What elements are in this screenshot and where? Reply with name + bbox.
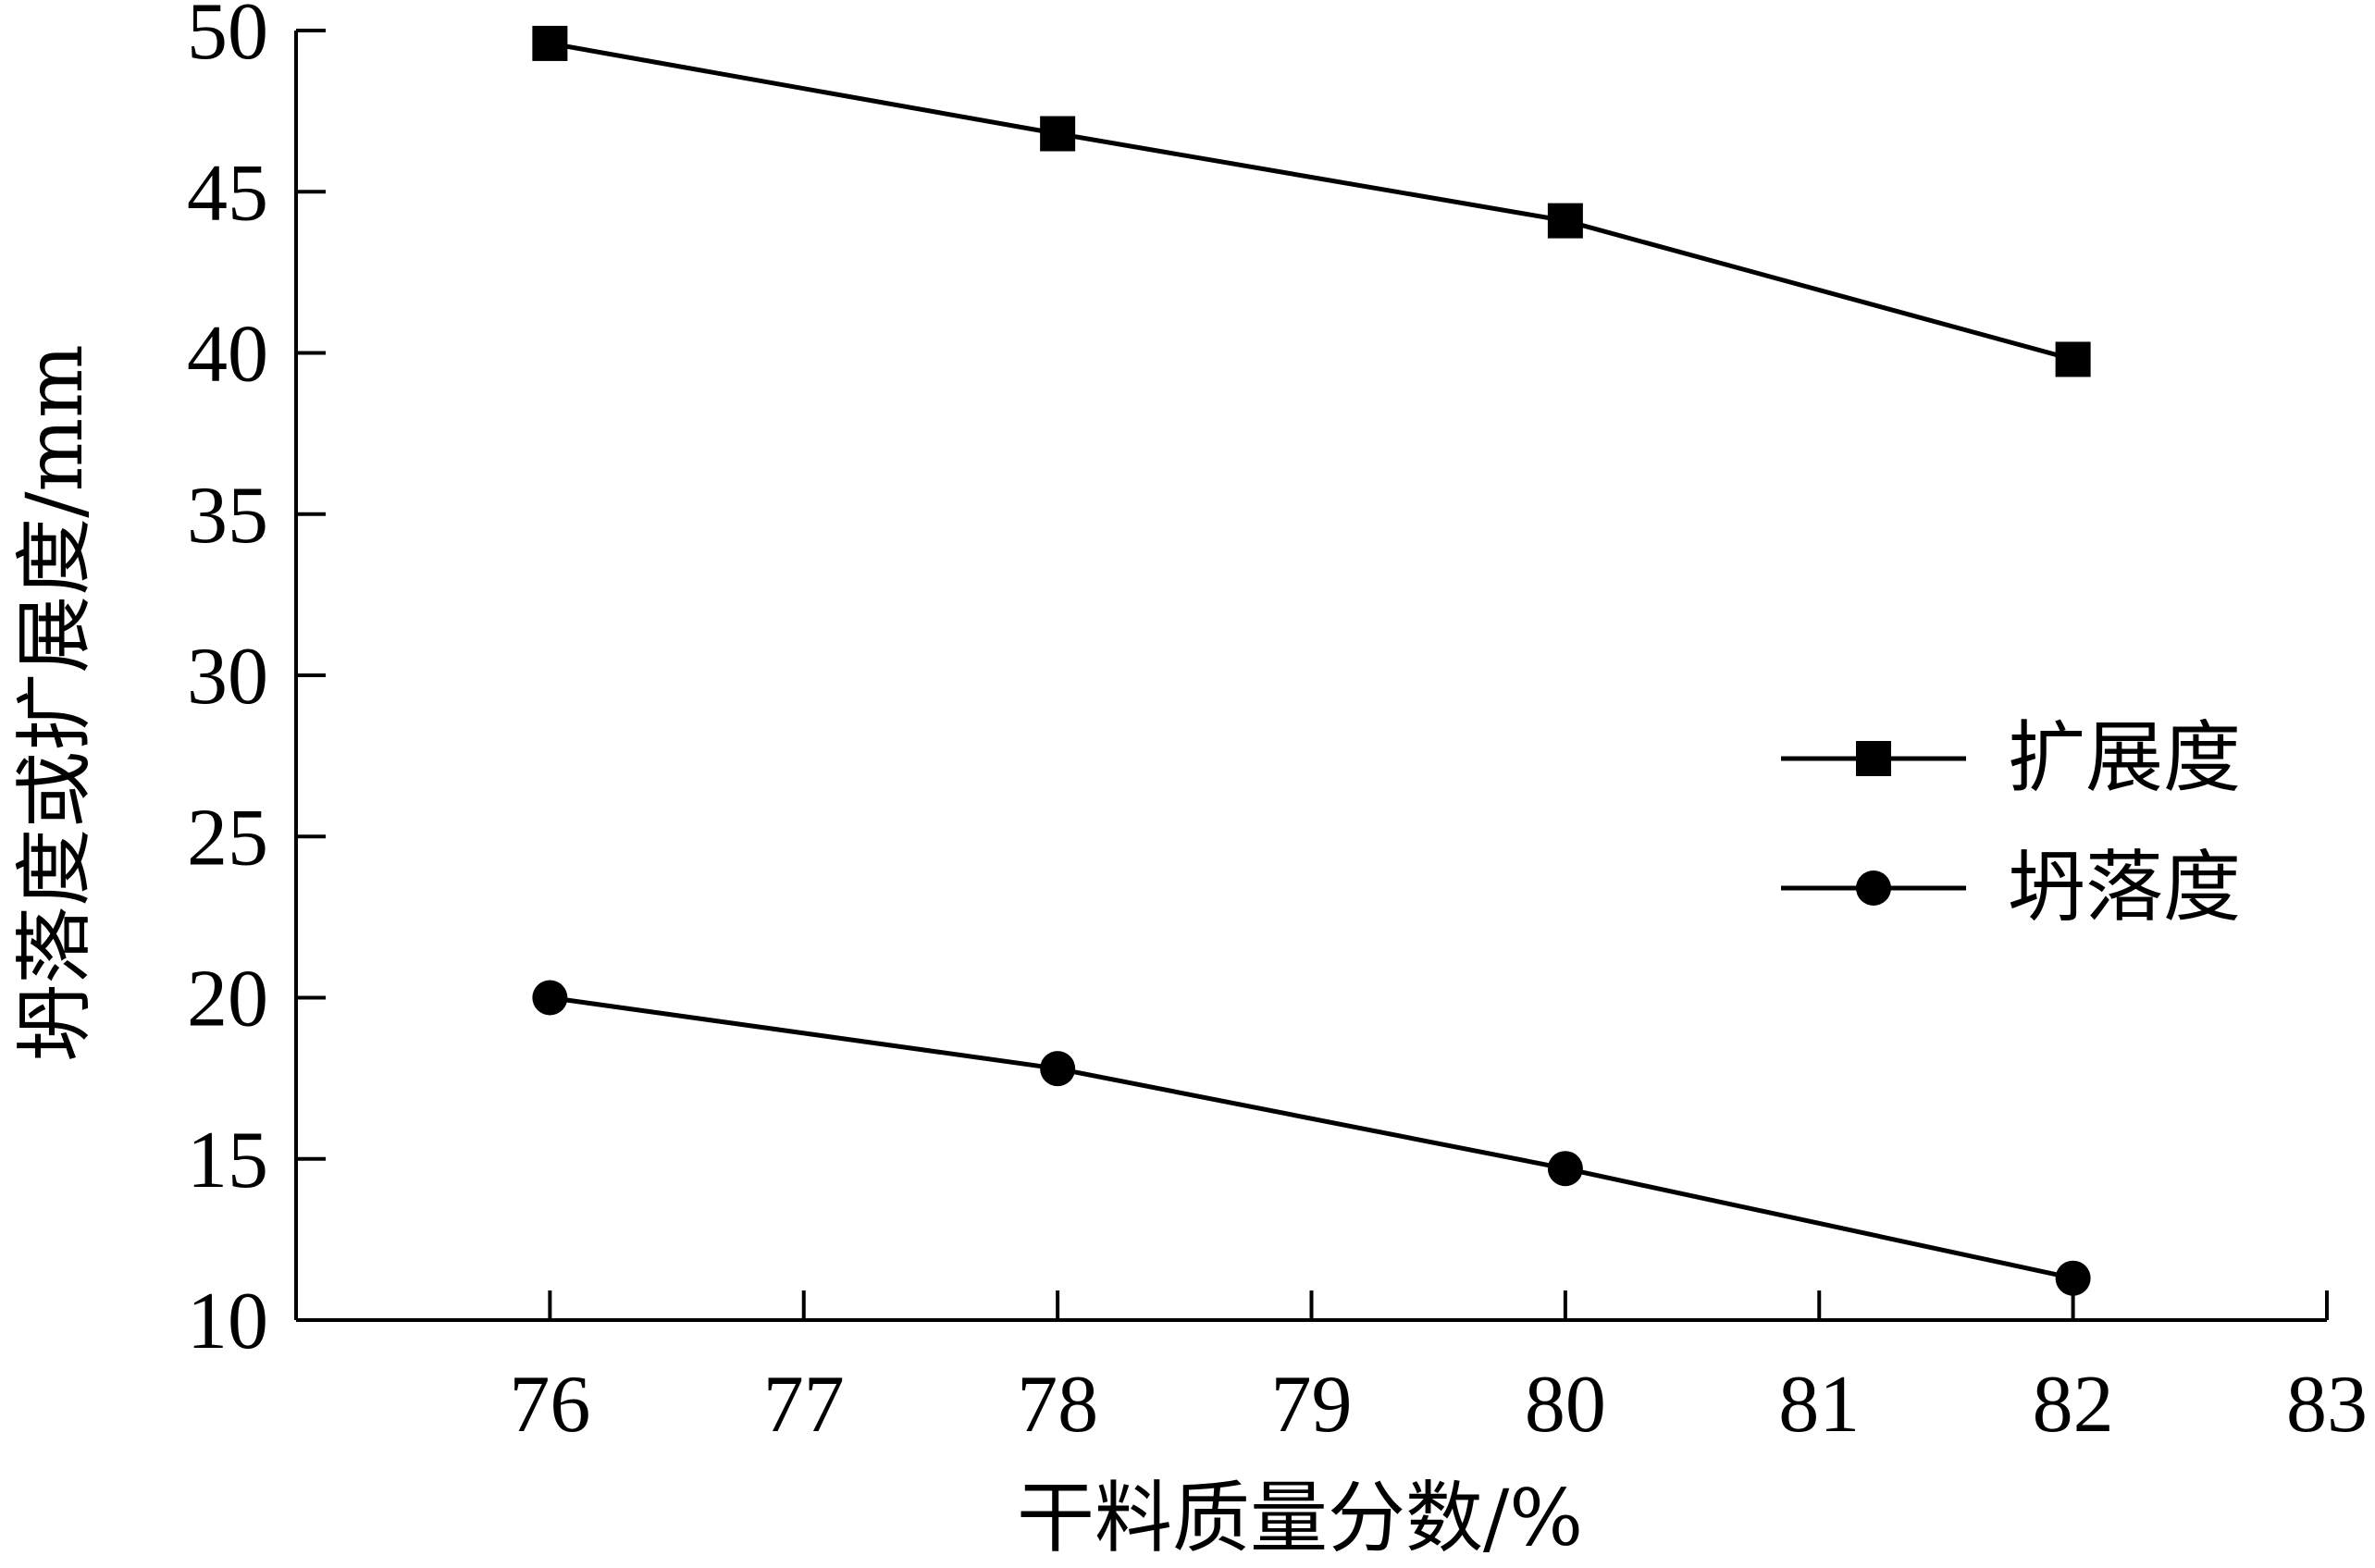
x-tick-label-82: 82 bbox=[2033, 1360, 2114, 1450]
x-tick-label-79: 79 bbox=[1271, 1360, 1353, 1450]
series-0-point-3 bbox=[2055, 341, 2091, 377]
x-tick-label-77: 77 bbox=[763, 1360, 845, 1450]
axes bbox=[294, 31, 2327, 1322]
legend-label-1: 坍落度 bbox=[2008, 842, 2241, 932]
legend-marker-1 bbox=[1856, 870, 1891, 906]
y-tick-label-40: 40 bbox=[187, 310, 268, 400]
y-tick-label-25: 25 bbox=[187, 793, 268, 883]
series-1-point-3 bbox=[2055, 1260, 2091, 1296]
series-line-1 bbox=[550, 995, 2074, 1281]
y-tick-label-15: 15 bbox=[187, 1116, 268, 1205]
x-tick-label-76: 76 bbox=[509, 1360, 590, 1450]
legend-marker-0 bbox=[1856, 741, 1891, 776]
series-1-point-0 bbox=[532, 980, 568, 1016]
x-axis-title: 干料质量分数/% bbox=[1017, 1473, 1583, 1563]
y-tick-label-50: 50 bbox=[187, 0, 268, 77]
series-1-point-2 bbox=[1547, 1151, 1583, 1187]
y-tick-label-30: 30 bbox=[187, 632, 268, 722]
ticks: 10 15 20 25 30 35 40 45 50 76 77 78 79 80 81 82 83 bbox=[187, 0, 2368, 1450]
y-tick-label-20: 20 bbox=[187, 955, 268, 1044]
legend-label-0: 扩展度 bbox=[2008, 712, 2241, 803]
y-tick-label-35: 35 bbox=[187, 471, 268, 561]
y-axis-title: 坍落度或扩展度/mm bbox=[9, 344, 100, 1062]
series-0-point-0 bbox=[532, 25, 568, 61]
x-tick-label-80: 80 bbox=[1525, 1360, 1606, 1450]
y-tick-label-45: 45 bbox=[187, 148, 268, 238]
series-line-0 bbox=[549, 41, 2074, 362]
y-tick-label-10: 10 bbox=[187, 1277, 268, 1366]
series-0-point-1 bbox=[1040, 116, 1076, 152]
x-tick-label-78: 78 bbox=[1017, 1360, 1098, 1450]
series-layer bbox=[532, 25, 2091, 1296]
x-tick-label-81: 81 bbox=[1778, 1360, 1860, 1450]
series-1-point-1 bbox=[1040, 1051, 1076, 1087]
series-0-point-2 bbox=[1547, 203, 1583, 239]
x-tick-label-83: 83 bbox=[2286, 1360, 2368, 1450]
